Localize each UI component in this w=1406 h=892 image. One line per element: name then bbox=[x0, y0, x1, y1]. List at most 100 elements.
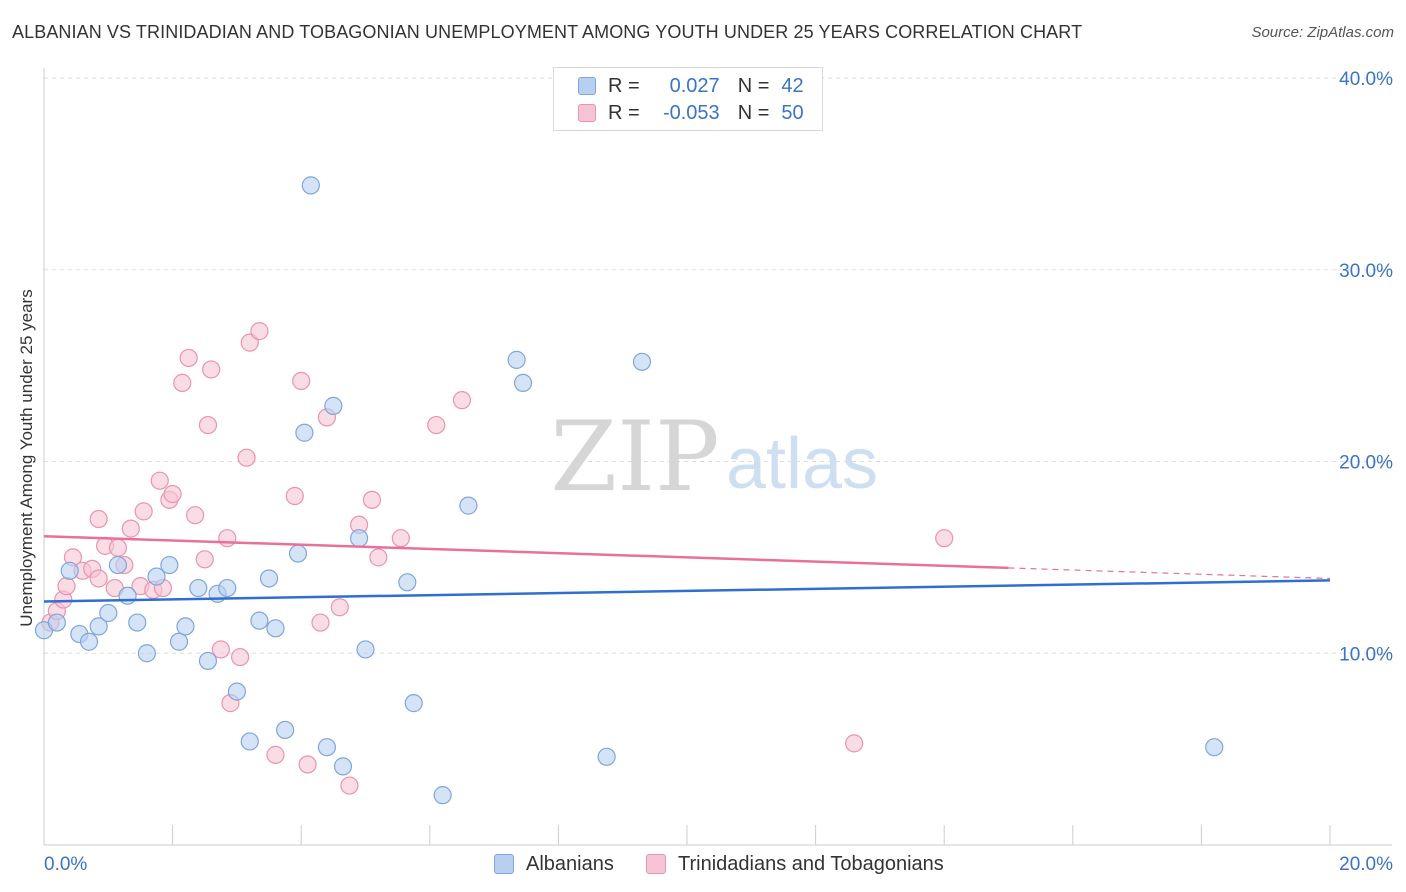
bottom-legend-swatch-blue bbox=[494, 854, 514, 874]
albanian-point bbox=[176, 617, 195, 636]
trinidadian-point bbox=[134, 502, 153, 521]
albanian-point bbox=[276, 720, 295, 740]
albanian-point bbox=[632, 352, 652, 371]
legend-swatch-pink bbox=[578, 104, 596, 122]
legend-r-label: R = bbox=[608, 74, 640, 97]
albanian-point bbox=[459, 496, 478, 515]
albanian-point bbox=[288, 544, 308, 563]
albanian-point bbox=[79, 632, 99, 651]
legend-n-label: N = bbox=[737, 101, 770, 124]
axes bbox=[43, 68, 1392, 846]
albanian-point bbox=[89, 617, 108, 636]
trinidadian-point bbox=[231, 647, 250, 667]
trinidadian-point bbox=[237, 448, 256, 467]
bottom-legend-albanians: Albanians bbox=[494, 851, 614, 877]
correlation-legend: R = 0.027 N = 42 R = -0.053 N = 50 bbox=[553, 67, 823, 131]
trinidadian-point bbox=[121, 519, 140, 538]
trinidadian-point bbox=[427, 415, 446, 435]
legend-r-value: -0.053 bbox=[662, 101, 720, 124]
y-tick-label: 20.0% bbox=[1339, 453, 1393, 474]
trinidadian-point bbox=[89, 569, 108, 588]
albanian-point bbox=[250, 611, 269, 630]
legend-n-value: 42 bbox=[781, 74, 804, 97]
trinidadian-point bbox=[163, 484, 182, 504]
albanian-trend-line bbox=[43, 579, 1331, 603]
trinidadian-point bbox=[340, 776, 359, 795]
legend-swatch-blue bbox=[578, 77, 596, 95]
legend-n-value: 50 bbox=[781, 101, 804, 124]
albanian-point bbox=[227, 682, 246, 701]
trinidadian-point bbox=[935, 529, 954, 548]
albanian-point bbox=[128, 613, 147, 632]
albanian-point bbox=[398, 573, 417, 592]
x-tick-label-min: 0.0% bbox=[44, 854, 87, 875]
trinidadian-point bbox=[330, 598, 349, 617]
x-tick-label-max: 20.0% bbox=[1339, 854, 1393, 875]
albanian-point bbox=[301, 176, 320, 195]
trinidadian-trend-line bbox=[43, 535, 1009, 570]
albanian-point bbox=[597, 747, 616, 766]
trinidadian-point bbox=[57, 577, 76, 596]
trinidadian-point bbox=[150, 471, 169, 490]
legend-r-label: R = bbox=[608, 101, 640, 124]
albanian-point bbox=[189, 578, 208, 598]
trinidadian-point bbox=[179, 348, 198, 368]
watermark-atlas: atlas bbox=[726, 424, 878, 504]
albanian-point bbox=[240, 732, 259, 751]
legend-n-label: N = bbox=[737, 74, 770, 97]
albanian-point bbox=[218, 578, 237, 598]
trinidadian-point bbox=[362, 490, 382, 509]
trinidadian-point bbox=[218, 529, 237, 548]
albanian-point bbox=[118, 586, 137, 605]
trinidadian-point bbox=[202, 360, 221, 379]
albanian-point bbox=[317, 738, 337, 757]
tick-labels: 10.0% 20.0% 30.0% 40.0% 0.0% 20.0% bbox=[44, 69, 1393, 875]
trinidadian-point bbox=[198, 415, 218, 435]
trinidadian-point bbox=[298, 755, 317, 774]
albanian-point bbox=[160, 555, 179, 575]
y-tick-label: 40.0% bbox=[1339, 69, 1393, 90]
albanian-point bbox=[404, 694, 423, 713]
legend-r-value: 0.027 bbox=[669, 74, 720, 97]
albanian-point bbox=[324, 396, 343, 415]
y-tick-label: 10.0% bbox=[1339, 644, 1393, 665]
albanian-point bbox=[137, 644, 156, 663]
y-tick-label: 30.0% bbox=[1339, 261, 1393, 282]
albanian-point bbox=[333, 757, 353, 776]
trinidadian-points bbox=[41, 322, 954, 795]
albanian-point bbox=[433, 786, 452, 805]
trinidadian-point bbox=[108, 538, 128, 557]
albanian-point bbox=[147, 567, 166, 586]
albanian-points bbox=[34, 176, 1224, 805]
albanian-point bbox=[99, 603, 118, 623]
trinidadian-point bbox=[391, 529, 410, 548]
trinidadian-point bbox=[369, 548, 388, 567]
trinidadian-point bbox=[452, 391, 472, 410]
trinidadian-trend-line-extension bbox=[1008, 567, 1331, 580]
trinidadian-point bbox=[285, 486, 304, 506]
albanian-point bbox=[1205, 738, 1224, 757]
albanian-point bbox=[295, 423, 314, 442]
albanian-point bbox=[349, 529, 369, 548]
albanian-point bbox=[259, 569, 279, 588]
trinidadian-point bbox=[250, 322, 269, 341]
chart-title: ALBANIAN VS TRINIDADIAN AND TOBAGONIAN U… bbox=[12, 22, 1083, 42]
bottom-legend-trinidadians: Trinidadians and Tobagonians bbox=[646, 851, 944, 877]
albanian-point bbox=[266, 619, 285, 638]
albanian-point bbox=[47, 613, 66, 632]
albanian-point bbox=[108, 555, 128, 575]
chart-source: Source: ZipAtlas.com bbox=[1251, 24, 1394, 41]
albanian-point bbox=[198, 651, 218, 671]
trinidadian-point bbox=[173, 373, 192, 392]
trinidadian-point bbox=[845, 734, 864, 753]
trinidadian-point bbox=[292, 371, 311, 391]
albanian-point bbox=[513, 373, 533, 392]
trinidadian-point bbox=[311, 613, 330, 632]
trend-lines bbox=[43, 535, 1331, 603]
watermark: ZIP atlas bbox=[550, 401, 878, 513]
y-axis-label: Unemployment Among Youth under 25 years bbox=[17, 289, 36, 627]
watermark-zip: ZIP bbox=[550, 401, 719, 513]
trinidadian-point bbox=[195, 550, 214, 569]
grid-lines bbox=[44, 77, 1392, 654]
